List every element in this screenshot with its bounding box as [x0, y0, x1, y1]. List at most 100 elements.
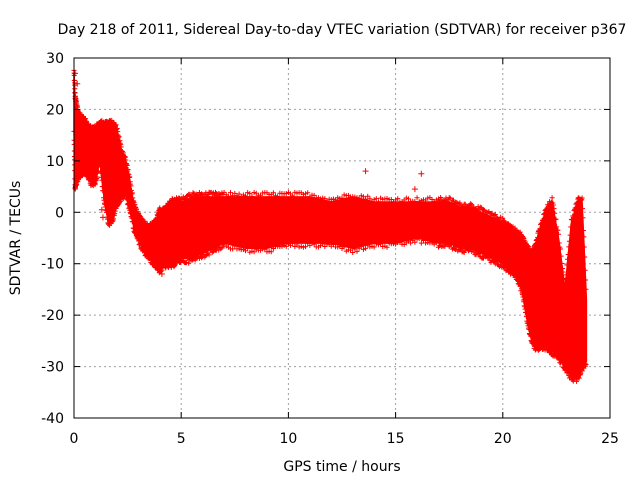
data-point — [528, 333, 534, 339]
data-point — [556, 240, 562, 246]
data-point — [458, 246, 464, 252]
data-point — [556, 231, 562, 237]
data-point — [75, 179, 81, 185]
data-point — [476, 251, 482, 257]
data-point — [72, 168, 78, 174]
data-point — [362, 168, 369, 175]
data-point — [583, 277, 589, 283]
data-points — [71, 67, 589, 384]
data-point — [502, 263, 508, 269]
data-point — [98, 206, 105, 213]
data-point — [249, 193, 255, 199]
data-point — [97, 162, 103, 168]
data-point — [535, 234, 541, 240]
data-point — [564, 262, 570, 268]
data-point — [149, 224, 155, 230]
data-point — [371, 244, 377, 250]
data-point — [517, 281, 523, 287]
x-axis-label: GPS time / hours — [283, 459, 400, 475]
y-tick-label: 30 — [46, 51, 64, 67]
data-point — [113, 122, 119, 128]
data-point — [405, 196, 411, 202]
data-point — [420, 237, 426, 243]
data-point — [290, 240, 296, 246]
data-point — [512, 225, 518, 231]
data-point — [354, 248, 360, 254]
data-point — [531, 341, 537, 347]
data-point — [412, 198, 418, 204]
data-point — [232, 243, 238, 249]
data-point — [384, 244, 390, 250]
data-point — [188, 194, 194, 200]
data-point — [580, 215, 586, 221]
data-point — [457, 200, 463, 206]
data-point — [554, 224, 560, 230]
data-point — [158, 271, 165, 277]
data-point — [72, 162, 78, 168]
data-point — [563, 365, 569, 371]
data-point — [477, 204, 483, 210]
data-point — [190, 190, 196, 196]
data-point — [113, 147, 120, 154]
data-point — [561, 281, 567, 287]
y-tick-label: -10 — [41, 257, 64, 273]
series-sdtvar — [71, 67, 589, 384]
data-point — [356, 195, 362, 201]
data-point — [373, 196, 379, 202]
data-point — [569, 217, 575, 223]
data-point — [125, 167, 131, 173]
y-tick-label: -20 — [41, 308, 64, 324]
data-point — [186, 260, 192, 266]
data-point — [551, 206, 557, 212]
data-point — [104, 209, 110, 215]
data-point — [565, 252, 571, 258]
data-point — [580, 206, 586, 212]
data-point — [128, 183, 134, 189]
data-point — [245, 246, 251, 252]
data-point — [94, 174, 100, 180]
data-point — [411, 186, 418, 193]
plot-frame — [73, 57, 611, 419]
data-point — [536, 229, 542, 235]
data-point — [559, 360, 565, 366]
data-point — [124, 162, 130, 168]
data-point — [99, 214, 106, 221]
data-point — [311, 241, 317, 247]
data-point — [152, 260, 158, 266]
data-point — [446, 195, 452, 201]
data-point — [311, 192, 317, 198]
data-point — [201, 194, 207, 200]
data-point — [181, 196, 187, 202]
y-axis-label: SDTVAR / TECUs — [8, 181, 24, 296]
data-point — [243, 193, 249, 199]
data-point — [500, 215, 506, 221]
data-point — [515, 278, 521, 284]
data-point — [228, 190, 234, 196]
data-point — [541, 211, 547, 217]
data-point — [290, 193, 296, 199]
data-point — [129, 190, 135, 196]
data-point — [564, 276, 571, 283]
data-point — [469, 202, 475, 208]
data-point — [99, 177, 105, 183]
data-point — [341, 244, 347, 250]
data-point — [541, 211, 547, 217]
x-tick-labels: 0 5 10 15 20 25 — [70, 431, 619, 447]
data-point — [199, 255, 205, 261]
data-point — [552, 210, 558, 216]
data-point — [130, 219, 136, 225]
data-point — [514, 277, 520, 283]
data-point — [416, 236, 422, 242]
data-point — [582, 254, 588, 260]
data-point — [367, 196, 373, 202]
data-point — [550, 202, 556, 208]
data-point — [494, 261, 500, 267]
data-point — [375, 199, 381, 205]
data-point — [408, 240, 414, 246]
data-point — [538, 220, 544, 226]
data-point — [549, 195, 555, 201]
data-point — [127, 174, 133, 180]
data-point — [268, 249, 274, 255]
data-point — [566, 244, 572, 250]
